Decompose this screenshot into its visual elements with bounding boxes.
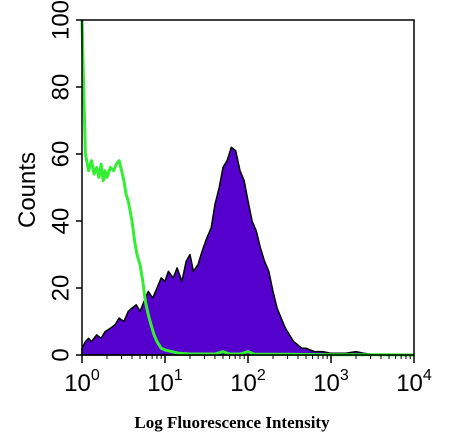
- y-tick-label: 80: [47, 74, 74, 101]
- x-axis-label: Log Fluorescence Intensity: [134, 413, 330, 432]
- y-tick-label: 60: [47, 141, 74, 168]
- axes: 0 20 40 60 80 100 100 101 102 103 104: [47, 0, 431, 397]
- y-tick-label: 100: [47, 0, 74, 40]
- series-line-histogram: [80, 19, 415, 357]
- y-tick-label: 0: [47, 348, 74, 361]
- x-tick-label: 101: [147, 367, 183, 397]
- series-filled-histogram: [81, 146, 415, 356]
- y-axis-label: Counts: [14, 152, 41, 228]
- x-tick-label: 100: [64, 367, 100, 397]
- x-tick-label: 102: [230, 367, 266, 397]
- x-tick-label: 104: [396, 367, 432, 397]
- x-tick-label: 103: [313, 367, 349, 397]
- plot-area: [80, 19, 415, 357]
- y-tick-label: 40: [47, 208, 74, 235]
- y-tick-label: 20: [47, 275, 74, 302]
